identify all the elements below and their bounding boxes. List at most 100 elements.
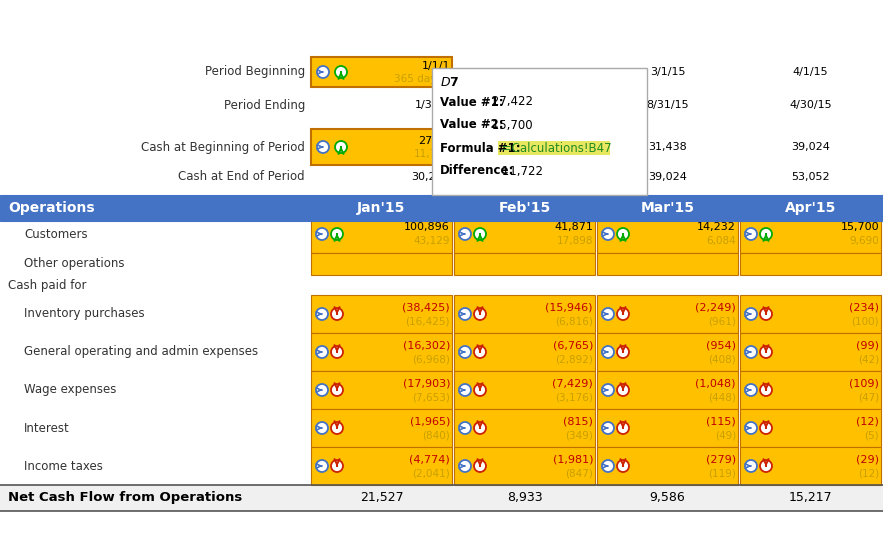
Text: 15,700: 15,700 [841,222,879,232]
Text: 31,438: 31,438 [648,142,687,152]
Circle shape [331,460,343,472]
Bar [597,253,738,275]
Text: (115): (115) [706,416,736,426]
Text: 4/1/15: 4/1/15 [793,67,828,77]
Circle shape [745,308,757,320]
Text: (6,816): (6,816) [555,316,593,326]
Text: 365 day(s): 365 day(s) [394,74,450,84]
Circle shape [331,384,343,396]
Bar [454,253,595,275]
Text: Interest: Interest [24,422,70,434]
Text: 14,232: 14,232 [697,222,736,232]
Text: (7,429): (7,429) [552,378,593,388]
Circle shape [745,460,757,472]
Text: 100,896: 100,896 [404,222,450,232]
Circle shape [617,422,629,434]
Text: (954): (954) [706,340,736,350]
Text: (5): (5) [864,430,879,440]
Circle shape [335,66,347,78]
Circle shape [617,460,629,472]
Circle shape [335,141,347,153]
Text: 1/31/1: 1/31/1 [414,100,450,110]
Circle shape [745,346,757,358]
Circle shape [331,308,343,320]
Circle shape [331,228,343,240]
Text: 1/1/1: 1/1/1 [421,61,450,71]
Circle shape [459,422,471,434]
Bar [311,129,452,165]
Bar [454,295,595,333]
Circle shape [760,460,772,472]
Text: (15,946): (15,946) [546,302,593,312]
Bar [597,333,738,371]
Circle shape [459,384,471,396]
Circle shape [760,422,772,434]
Circle shape [617,308,629,320]
Circle shape [602,460,614,472]
Circle shape [316,308,328,320]
Text: (12): (12) [857,416,879,426]
Text: (349): (349) [565,430,593,440]
Text: (38,425): (38,425) [403,302,450,312]
Circle shape [745,384,757,396]
Text: (279): (279) [706,454,736,464]
Text: 9,586: 9,586 [650,492,685,504]
Text: Feb'15: Feb'15 [498,201,551,215]
Text: (2,892): (2,892) [555,354,593,364]
Circle shape [317,66,329,78]
Bar [311,409,452,447]
Circle shape [745,422,757,434]
Text: 30,260: 30,260 [411,172,450,182]
Bar [740,295,881,333]
Text: Cash receipts from: Cash receipts from [8,199,119,212]
Text: Inventory purchases: Inventory purchases [24,307,145,321]
Text: Apr'15: Apr'15 [785,201,836,215]
Bar [0,485,883,511]
Bar [597,447,738,485]
Text: (16,302): (16,302) [403,340,450,350]
Text: (6,968): (6,968) [412,354,450,364]
Bar [740,447,881,485]
Bar [740,333,881,371]
Text: 43,129: 43,129 [413,236,450,246]
Text: 3/1/15: 3/1/15 [650,67,685,77]
Text: Cash at End of Period: Cash at End of Period [178,171,305,183]
Circle shape [617,384,629,396]
Bar [432,68,647,195]
Bar [0,195,883,221]
Bar [454,333,595,371]
Text: Mar'15: Mar'15 [640,201,695,215]
Text: Wage expenses: Wage expenses [24,383,117,397]
Bar [740,215,881,253]
Bar [311,295,452,333]
Bar [454,215,595,253]
Text: (2,249): (2,249) [695,302,736,312]
Text: (17,903): (17,903) [403,378,450,388]
Circle shape [331,422,343,434]
Text: 39,024: 39,024 [648,172,687,182]
Circle shape [474,228,486,240]
Circle shape [602,384,614,396]
Text: 6,084: 6,084 [706,236,736,246]
Circle shape [474,384,486,396]
Text: 9,690: 9,690 [849,236,879,246]
Text: (12): (12) [857,468,879,478]
Bar [311,57,452,87]
Text: (42): (42) [857,354,879,364]
Text: 8,933: 8,933 [507,492,542,504]
Bar [597,295,738,333]
Circle shape [474,346,486,358]
Bar [454,447,595,485]
Text: 41,871: 41,871 [555,222,593,232]
Circle shape [316,228,328,240]
Text: (3,176): (3,176) [555,392,593,402]
Text: Operations: Operations [8,201,94,215]
Text: (6,765): (6,765) [553,340,593,350]
Circle shape [602,228,614,240]
Text: Period Ending: Period Ending [223,98,305,112]
Text: Value #1:: Value #1: [440,96,503,108]
Bar [311,447,452,485]
Text: (408): (408) [708,354,736,364]
Text: (2,041): (2,041) [412,468,450,478]
Text: 31,438: 31,438 [505,172,544,182]
